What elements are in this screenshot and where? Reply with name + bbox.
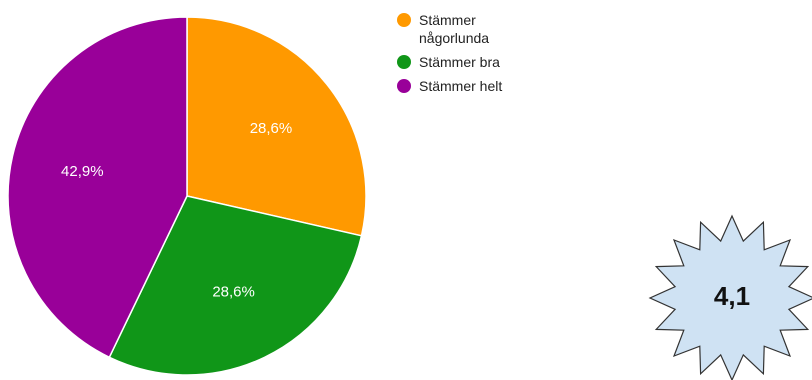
pie-slice-0[interactable] bbox=[186, 16, 367, 237]
score-badge: 4,1 bbox=[648, 214, 812, 380]
badge-value: 4,1 bbox=[714, 281, 750, 311]
legend-item-stammer-helt[interactable]: Stämmer helt bbox=[397, 77, 577, 95]
legend: Stämmer någorlunda Stämmer bra Stämmer h… bbox=[397, 11, 577, 101]
starburst-shape bbox=[648, 214, 812, 380]
legend-swatch-orange bbox=[397, 13, 411, 27]
slice-percent-label-2: 42,9% bbox=[61, 163, 104, 180]
pie-slice-1[interactable] bbox=[108, 195, 363, 376]
legend-label: Stämmer bra bbox=[419, 54, 500, 70]
legend-swatch-purple bbox=[397, 79, 411, 93]
slice-percent-label-0: 28,6% bbox=[250, 120, 293, 137]
legend-label: Stämmer någorlunda bbox=[419, 12, 490, 46]
pie-chart: 28,6% 28,6% 42,9% bbox=[7, 16, 367, 376]
pie-slice-2[interactable] bbox=[7, 16, 188, 359]
slice-percent-label-1: 28,6% bbox=[212, 284, 255, 301]
legend-item-stammer-nagorlunda[interactable]: Stämmer någorlunda bbox=[397, 11, 577, 47]
legend-label: Stämmer helt bbox=[419, 78, 503, 94]
legend-item-stammer-bra[interactable]: Stämmer bra bbox=[397, 53, 577, 71]
legend-swatch-green bbox=[397, 55, 411, 69]
